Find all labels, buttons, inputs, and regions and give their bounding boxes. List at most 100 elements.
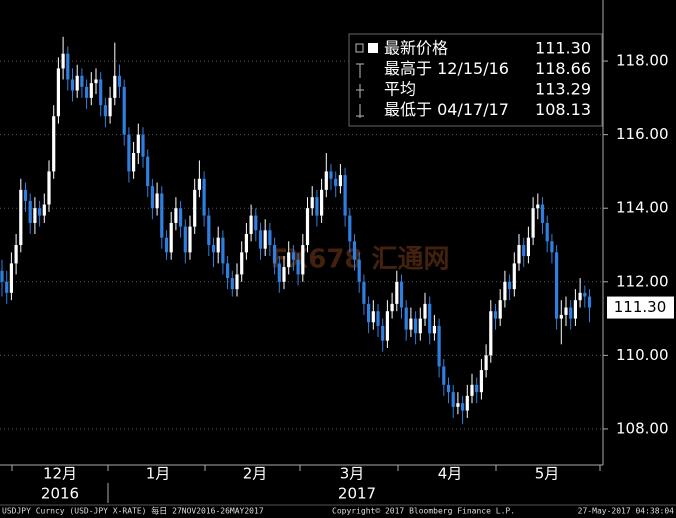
legend-label: 最高于 12/15/16 bbox=[384, 59, 509, 78]
candle-body bbox=[75, 75, 79, 91]
x-tick-label: 5月 bbox=[535, 465, 560, 483]
x-tick-label: 2月 bbox=[243, 465, 268, 483]
candle-body bbox=[226, 263, 230, 279]
legend-icon bbox=[355, 43, 364, 53]
y-tick-label: 110.00 bbox=[616, 346, 669, 364]
candle-body bbox=[28, 200, 32, 223]
candle-body bbox=[127, 134, 131, 172]
year-label: 2017 bbox=[338, 485, 376, 503]
candle-body bbox=[578, 292, 582, 301]
candle-body bbox=[155, 193, 159, 209]
candle-body bbox=[526, 237, 530, 257]
candle-body bbox=[489, 311, 493, 356]
year-label: 2016 bbox=[41, 485, 79, 503]
legend-label: 最低于 04/17/17 bbox=[384, 100, 509, 119]
candle-body bbox=[216, 237, 220, 253]
candle-body bbox=[132, 153, 136, 172]
y-tick-label: 108.00 bbox=[616, 419, 669, 437]
plot-area bbox=[0, 36, 603, 430]
candle-body bbox=[164, 237, 169, 253]
candle-body bbox=[404, 307, 408, 330]
candle-body bbox=[66, 53, 70, 80]
candle-body bbox=[42, 204, 46, 216]
candle-body bbox=[56, 68, 60, 117]
candle-body bbox=[169, 222, 173, 253]
candle-body bbox=[273, 245, 277, 264]
candle-body bbox=[33, 208, 37, 223]
legend-box bbox=[348, 33, 603, 127]
candle-body bbox=[348, 215, 352, 242]
candle-body bbox=[343, 175, 347, 216]
legend-label: 最新价格 bbox=[384, 39, 448, 58]
candle-body bbox=[559, 314, 563, 319]
candle-body bbox=[19, 189, 23, 246]
footer-left: USDJPY Curncy (USD-JPY X-RATE) 每日 27NOV2… bbox=[2, 506, 264, 516]
candle-body bbox=[230, 278, 234, 290]
candle-body bbox=[569, 307, 573, 319]
legend-value: 113.29 bbox=[535, 80, 591, 99]
candle-body bbox=[38, 208, 42, 216]
candle-body bbox=[188, 226, 192, 253]
candle-body bbox=[517, 245, 521, 264]
candle-body bbox=[555, 252, 559, 319]
candle-body bbox=[94, 79, 98, 84]
candle-body bbox=[503, 281, 507, 301]
candle-body bbox=[357, 259, 361, 282]
candle-body bbox=[451, 392, 455, 407]
candle-body bbox=[305, 208, 310, 246]
candle-body bbox=[277, 263, 281, 282]
candle-body bbox=[320, 189, 324, 216]
candle-body bbox=[197, 178, 201, 190]
last-price-box bbox=[607, 296, 674, 319]
candle-body bbox=[301, 245, 305, 275]
legend-label: 平均 bbox=[384, 80, 416, 99]
candle-body bbox=[282, 267, 286, 282]
candle-body bbox=[334, 178, 338, 187]
candle-body bbox=[0, 270, 4, 282]
candle-body bbox=[564, 307, 568, 315]
candle-body bbox=[254, 215, 258, 231]
legend-icon bbox=[356, 84, 364, 98]
candle-body bbox=[446, 384, 451, 393]
candle-body bbox=[461, 403, 465, 411]
candle-body bbox=[249, 215, 253, 234]
candle-body bbox=[291, 252, 295, 260]
legend-value: 111.30 bbox=[535, 39, 591, 58]
candle-body bbox=[465, 395, 469, 411]
candle-body bbox=[409, 318, 413, 330]
candle-body bbox=[202, 178, 206, 216]
candle-body bbox=[414, 318, 418, 334]
candle-body bbox=[371, 311, 375, 323]
legend-value: 108.13 bbox=[535, 100, 591, 119]
candle-body bbox=[399, 281, 404, 308]
candle-body bbox=[545, 222, 549, 242]
candle-body bbox=[540, 204, 545, 223]
candle-body bbox=[160, 193, 164, 238]
candle-body bbox=[174, 208, 178, 223]
candle-body bbox=[390, 303, 394, 312]
candle-body bbox=[536, 204, 540, 209]
legend-icon bbox=[356, 63, 364, 78]
candle-body bbox=[329, 171, 333, 179]
candle-body bbox=[367, 303, 371, 323]
candle-body bbox=[550, 241, 554, 253]
y-tick-label: 112.00 bbox=[616, 272, 669, 290]
candle-body bbox=[423, 303, 427, 319]
candle-body bbox=[136, 134, 140, 154]
legend-icons bbox=[355, 43, 378, 118]
candle-body bbox=[61, 53, 65, 69]
candle-body bbox=[89, 83, 93, 98]
candle-body bbox=[418, 318, 422, 334]
candle-body bbox=[47, 171, 51, 205]
candle-body bbox=[211, 245, 216, 253]
candle-body bbox=[14, 245, 18, 264]
candle-body bbox=[315, 197, 319, 216]
candle-body bbox=[141, 134, 145, 157]
candle-body bbox=[23, 189, 28, 201]
y-tick-label: 116.00 bbox=[616, 125, 669, 143]
candle-body bbox=[479, 370, 483, 393]
candle-body bbox=[235, 274, 239, 290]
candle-body bbox=[108, 97, 112, 117]
